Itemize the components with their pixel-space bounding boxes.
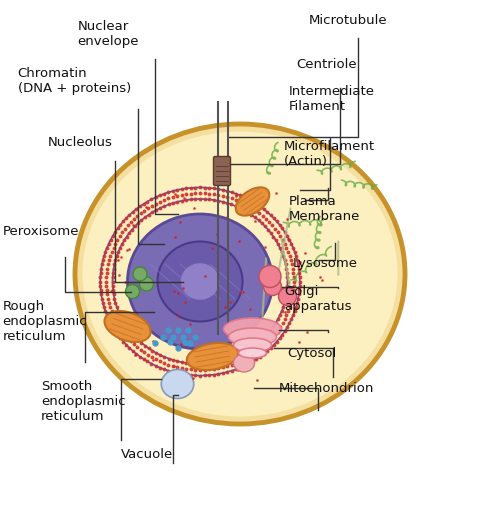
- Text: Microtubule: Microtubule: [309, 14, 388, 26]
- Ellipse shape: [161, 370, 194, 399]
- Text: Intermediate
Filament: Intermediate Filament: [289, 85, 375, 113]
- Circle shape: [278, 288, 296, 306]
- Ellipse shape: [158, 241, 242, 322]
- Ellipse shape: [128, 214, 272, 349]
- Text: Mitochondrion: Mitochondrion: [279, 382, 374, 395]
- Text: Centriole: Centriole: [296, 59, 356, 71]
- Ellipse shape: [75, 124, 405, 424]
- Ellipse shape: [187, 343, 238, 370]
- Ellipse shape: [238, 348, 266, 358]
- Circle shape: [133, 267, 147, 281]
- Text: Microfilament
(Actin): Microfilament (Actin): [284, 140, 375, 168]
- Text: Vacuole: Vacuole: [122, 448, 174, 460]
- Text: Lysosome: Lysosome: [292, 257, 358, 270]
- Circle shape: [259, 266, 281, 288]
- Ellipse shape: [236, 187, 270, 215]
- Text: Smooth
endoplasmic
reticulum: Smooth endoplasmic reticulum: [41, 380, 125, 423]
- Circle shape: [264, 278, 281, 296]
- Text: Chromatin
(DNA + proteins): Chromatin (DNA + proteins): [18, 67, 131, 95]
- Text: Golgi
apparatus: Golgi apparatus: [284, 285, 352, 313]
- Text: Peroxisome: Peroxisome: [2, 225, 79, 238]
- Ellipse shape: [104, 311, 150, 342]
- Text: Cytosol: Cytosol: [288, 347, 337, 360]
- Ellipse shape: [180, 262, 220, 300]
- FancyBboxPatch shape: [214, 156, 230, 185]
- Text: Rough
endoplasmic
reticulum: Rough endoplasmic reticulum: [2, 300, 87, 343]
- Text: Nucleolus: Nucleolus: [48, 136, 112, 149]
- Ellipse shape: [234, 354, 254, 372]
- Text: Plasma
Membrane: Plasma Membrane: [289, 195, 360, 223]
- Ellipse shape: [224, 318, 282, 340]
- Text: Nuclear
envelope: Nuclear envelope: [78, 20, 139, 48]
- Ellipse shape: [234, 338, 272, 352]
- Circle shape: [126, 285, 140, 298]
- Ellipse shape: [228, 328, 276, 346]
- Ellipse shape: [82, 131, 398, 417]
- Circle shape: [140, 277, 153, 291]
